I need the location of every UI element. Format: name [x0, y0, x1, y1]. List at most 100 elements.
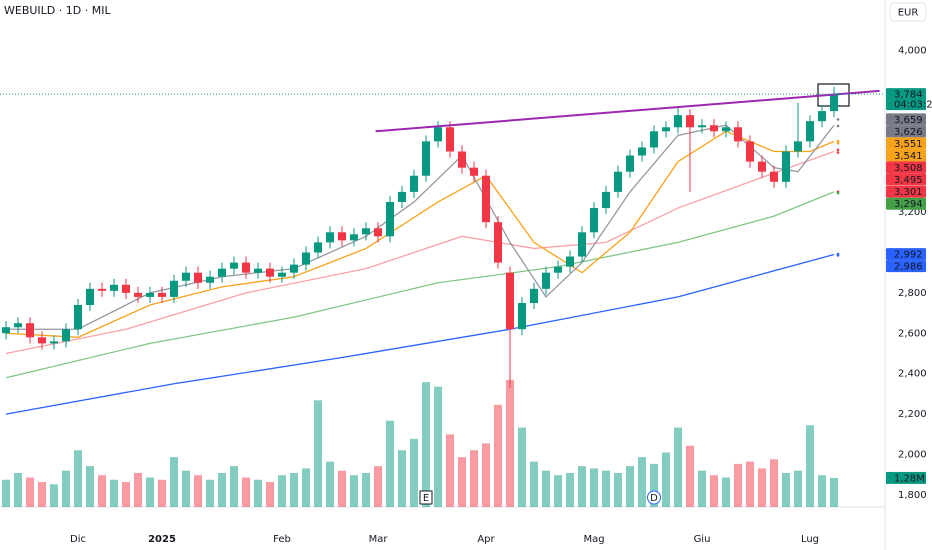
x-tick-label: Dic — [70, 534, 86, 545]
candle-body — [578, 232, 586, 257]
candle-body — [194, 272, 202, 283]
volume-bar — [806, 425, 814, 507]
volume-bar — [650, 463, 658, 507]
candle-body — [638, 147, 646, 156]
price-dot — [836, 92, 840, 96]
price-label: 3,294 — [894, 199, 923, 210]
candle-body — [674, 115, 682, 128]
volume-bar — [686, 445, 694, 507]
volume-bar — [170, 457, 178, 507]
event-marker: D — [647, 490, 661, 505]
volume-bar — [338, 470, 346, 507]
candle-body — [158, 292, 166, 297]
volume-bar — [494, 404, 502, 507]
candle-body — [794, 141, 802, 152]
y-tick-label: 2,400 — [898, 369, 927, 380]
volume-bar — [14, 472, 22, 507]
volume-bar — [758, 468, 766, 507]
candle-body — [230, 262, 238, 269]
currency-box[interactable] — [889, 2, 927, 22]
price-label: 3,551 — [894, 139, 923, 150]
volume-bar — [2, 479, 10, 507]
candle-body — [38, 337, 46, 344]
candle-body — [662, 127, 670, 132]
trendline — [375, 89, 880, 133]
candle-body — [446, 127, 454, 152]
volume-bar — [242, 477, 250, 507]
candle-body — [458, 151, 466, 168]
candle-body — [470, 167, 478, 176]
candle-body — [434, 127, 442, 142]
volume-bar — [434, 386, 442, 507]
y-tick-label: 3,200 — [898, 207, 927, 218]
volume-bar — [698, 470, 706, 507]
candle-body — [206, 276, 214, 283]
indicator-line — [5, 191, 835, 379]
volume-bar — [26, 477, 34, 507]
candle-body — [326, 232, 334, 243]
candle-body — [626, 155, 634, 172]
volume-bar — [482, 443, 490, 507]
volume-bar — [410, 438, 418, 507]
y-tick-label: 2,200 — [898, 409, 927, 420]
volume-bar — [602, 470, 610, 507]
volume-bar — [314, 400, 322, 507]
candle-body — [770, 171, 778, 182]
candle-body — [734, 127, 742, 142]
candle-body — [746, 141, 754, 162]
price-label-box — [886, 173, 926, 186]
candle-body — [410, 175, 418, 192]
event-label: D — [650, 493, 658, 504]
volume-bar — [206, 479, 214, 507]
countdown: 04:03:29 — [894, 100, 932, 111]
volume-bar — [638, 457, 646, 507]
candle-body — [554, 266, 562, 273]
price-dot — [836, 148, 840, 152]
candle-body — [362, 228, 370, 235]
candle-body — [290, 264, 298, 273]
price-label-box — [886, 260, 926, 273]
volume-bar — [710, 475, 718, 507]
volume-bar — [554, 475, 562, 507]
volume-bar — [158, 479, 166, 507]
volume-label-box — [886, 471, 926, 484]
volume-bar — [446, 434, 454, 507]
x-tick-label: Lug — [801, 534, 819, 545]
volume-bar — [218, 472, 226, 507]
price-dot — [836, 141, 840, 145]
candle-body — [386, 201, 394, 237]
volume-bar — [530, 461, 538, 507]
price-label-box — [886, 185, 926, 198]
price-label-box — [886, 149, 926, 162]
currency[interactable]: EUR — [898, 8, 919, 19]
price-dot — [836, 139, 840, 143]
price-label-box — [886, 197, 926, 210]
candle-body — [266, 268, 274, 277]
x-tick-label: Mag — [583, 534, 604, 545]
volume-bar — [278, 475, 286, 507]
volume-bar — [110, 479, 118, 507]
candle-body — [254, 268, 262, 273]
candle-body — [146, 292, 154, 297]
volume-bar — [302, 468, 310, 507]
x-tick-label: Apr — [477, 534, 495, 545]
volume-bar — [326, 461, 334, 507]
volume-bar — [590, 468, 598, 507]
volume-bar — [506, 379, 514, 507]
price-label-box — [886, 248, 926, 261]
candle-body — [350, 234, 358, 241]
price-label: 3,784 — [894, 90, 923, 101]
event-label: E — [423, 493, 429, 504]
candle-body — [782, 151, 790, 182]
volume-bar — [458, 457, 466, 507]
candle-body — [506, 272, 514, 330]
x-tick-label: 2025 — [148, 534, 176, 545]
candle-body — [242, 262, 250, 273]
event-marker: E — [419, 490, 433, 505]
volume-bar — [518, 427, 526, 507]
y-tick-label: 4,000 — [898, 45, 927, 56]
volume-bar — [146, 477, 154, 507]
candle-body — [566, 256, 574, 267]
volume-bar — [50, 484, 58, 507]
volume-bar — [566, 472, 574, 507]
